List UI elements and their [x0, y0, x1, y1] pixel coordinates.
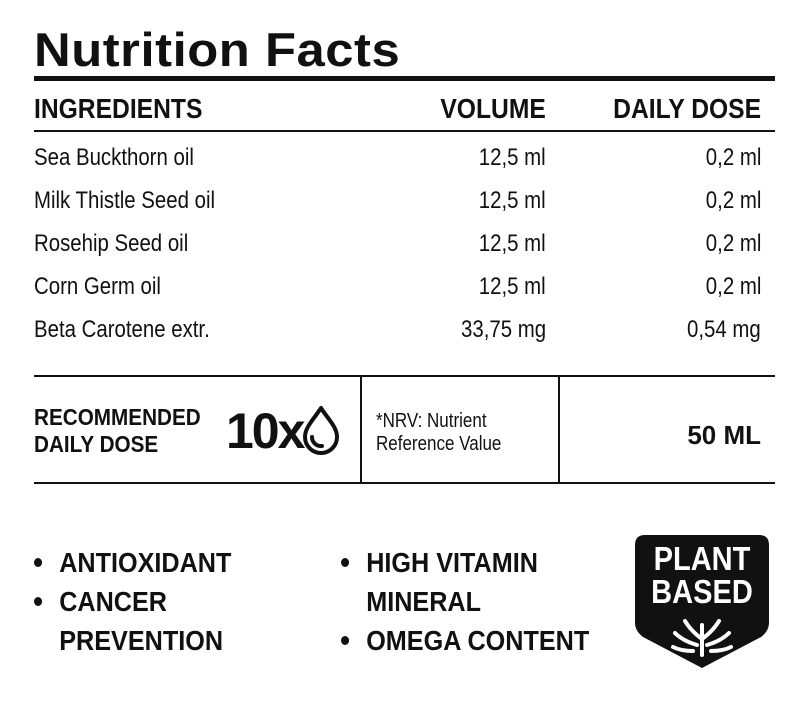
plant-based-badge [635, 535, 769, 668]
table-row: Rosehip Seed oil 12,5 ml 0,2 ml [34, 224, 761, 267]
table-row: Sea Buckthorn oil 12,5 ml 0,2 ml [34, 138, 761, 181]
table-row: Corn Germ oil 12,5 ml 0,2 ml [34, 267, 761, 310]
benefit-label: MINERAL [366, 586, 481, 617]
recommended-dose-label: RECOMMENDED DAILY DOSE [34, 404, 201, 458]
table-row: Milk Thistle Seed oil 12,5 ml 0,2 ml [34, 181, 761, 224]
dose-count: 10x [226, 403, 305, 459]
list-item-continuation: MINERAL [341, 582, 589, 621]
ingredient-daily-dose: 0,2 ml [705, 144, 761, 171]
dose-section-bottom-rule [34, 482, 775, 484]
bullet-icon [34, 558, 43, 567]
nrv-note: *NRV: Nutrient Reference Value [376, 410, 501, 456]
header-daily-dose: DAILY DOSE [613, 93, 761, 124]
ingredient-name: Corn Germ oil [34, 273, 161, 300]
benefits-list-left: ANTIOXIDANT CANCER PREVENTION [34, 543, 253, 660]
benefit-label: PREVENTION [59, 625, 224, 656]
dose-section-top-rule [34, 375, 775, 377]
ingredient-name: Sea Buckthorn oil [34, 144, 194, 171]
plant-sprout-icon [671, 619, 733, 657]
header-volume: VOLUME [440, 93, 546, 124]
ingredient-volume: 12,5 ml [479, 230, 546, 257]
ingredient-daily-dose: 0,2 ml [705, 273, 761, 300]
ingredient-name: Milk Thistle Seed oil [34, 187, 216, 214]
ingredient-volume: 12,5 ml [479, 187, 546, 214]
benefit-label: CANCER [59, 586, 168, 617]
nrv-line1: *NRV: Nutrient [376, 410, 487, 432]
ingredient-daily-dose: 0,2 ml [705, 187, 761, 214]
benefit-label: ANTIOXIDANT [59, 547, 232, 578]
header-ingredients: INGREDIENTS [34, 93, 203, 124]
bullet-icon [34, 597, 43, 606]
dose-divider-2 [558, 377, 560, 484]
dose-divider-1 [360, 377, 362, 484]
badge-label: PLANT BASED [643, 542, 761, 608]
recommended-label-line1: RECOMMENDED [34, 404, 201, 430]
bullet-icon [341, 636, 350, 645]
ingredient-name: Beta Carotene extr. [34, 316, 210, 343]
table-row: Beta Carotene extr. 33,75 mg 0,54 mg [34, 310, 761, 353]
benefits-list-right: HIGH VITAMIN MINERAL OMEGA CONTENT [341, 543, 617, 660]
page-title: Nutrition Facts [34, 23, 401, 76]
ingredient-daily-dose: 0,2 ml [705, 230, 761, 257]
badge-line2: BASED [651, 573, 753, 610]
benefit-label: HIGH VITAMIN [366, 547, 538, 578]
list-item: HIGH VITAMIN [341, 543, 589, 582]
recommended-label-line2: DAILY DOSE [34, 431, 159, 457]
benefit-label: OMEGA CONTENT [366, 625, 590, 656]
ingredient-volume: 12,5 ml [479, 144, 546, 171]
header-rule [34, 130, 775, 132]
drop-icon [303, 406, 339, 455]
ingredient-volume: 33,75 mg [460, 316, 546, 343]
ingredients-table: Sea Buckthorn oil 12,5 ml 0,2 ml Milk Th… [34, 138, 761, 353]
total-volume: 50 ML [687, 420, 761, 450]
nrv-line2: Reference Value [376, 433, 502, 455]
ingredient-name: Rosehip Seed oil [34, 230, 189, 257]
list-item: OMEGA CONTENT [341, 621, 589, 660]
list-item-continuation: PREVENTION [34, 621, 231, 660]
list-item: CANCER [34, 582, 231, 621]
bullet-icon [341, 558, 350, 567]
ingredient-daily-dose: 0,54 mg [687, 316, 761, 343]
badge-line1: PLANT [653, 540, 751, 577]
list-item: ANTIOXIDANT [34, 543, 231, 582]
ingredient-volume: 12,5 ml [479, 273, 546, 300]
title-rule [34, 76, 775, 81]
